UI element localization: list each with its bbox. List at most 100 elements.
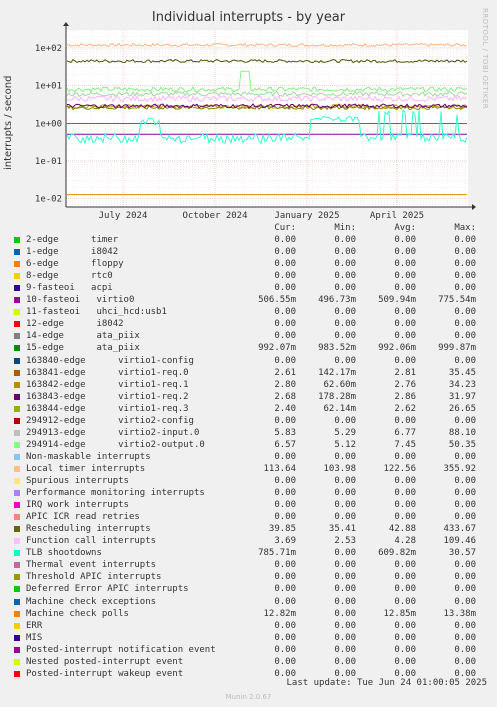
- legend-avg-value: 42.88: [388, 524, 416, 535]
- legend-swatch: [14, 646, 20, 653]
- legend-min-value: 103.98: [323, 463, 356, 474]
- legend-avg-value: 0.00: [394, 512, 416, 523]
- legend-swatch: [14, 429, 20, 436]
- legend-swatch: [14, 550, 20, 557]
- legend-avg-value: 7.45: [394, 439, 416, 450]
- legend-min-value: 62.60m: [323, 379, 356, 390]
- legend-avg-value: 0.00: [394, 572, 416, 583]
- series-line: [66, 109, 468, 145]
- legend-max-value: 0.00: [454, 355, 476, 366]
- legend-avg-value: 4.28: [394, 536, 416, 547]
- legend-series-label: Non-maskable interrupts: [26, 451, 151, 462]
- series-line: [66, 42, 468, 48]
- legend-swatch: [14, 610, 20, 617]
- legend-avg-value: 0.00: [394, 355, 416, 366]
- legend-min-value: 0.00: [334, 512, 356, 523]
- legend-max-value: 355.92: [443, 463, 476, 474]
- legend-avg-value: 0.00: [394, 476, 416, 486]
- legend-swatch: [14, 381, 20, 388]
- legend-swatch: [14, 658, 20, 665]
- legend-min-value: 0.00: [334, 668, 356, 679]
- legend-max-value: 26.65: [448, 403, 476, 414]
- legend-cur-value: 0.00: [274, 283, 296, 294]
- legend-series-label: Local timer interrupts: [26, 463, 146, 474]
- legend-series-label: 15-edge ata_piix: [26, 343, 140, 354]
- legend-series-label: 163843-edge virtio1-req.2: [26, 391, 189, 402]
- legend-avg-value: 0.00: [394, 668, 416, 679]
- legend-avg-value: 2.86: [394, 391, 416, 402]
- legend-series-label: MIS: [26, 632, 43, 643]
- rrdtool-credit: RRDTOOL / TOBI OETIKER: [481, 8, 489, 110]
- legend-avg-value: 0.00: [394, 319, 416, 330]
- legend-avg-value: 0.00: [394, 259, 416, 270]
- legend-min-value: 0.00: [334, 488, 356, 499]
- legend-min-value: 2.53: [334, 536, 356, 547]
- legend-min-value: 0.00: [334, 319, 356, 330]
- legend-swatch: [14, 586, 20, 593]
- legend-avg-value: 2.76: [394, 379, 416, 390]
- legend-min-value: 0.00: [334, 632, 356, 643]
- legend-max-value: 0.00: [454, 500, 476, 511]
- legend-cur-value: 0.00: [274, 235, 296, 245]
- legend-series-label: 163844-edge virtio1-req.3: [26, 403, 189, 414]
- last-update: Last update: Tue Jun 24 01:00:05 2025: [286, 678, 487, 688]
- legend-min-value: 0.00: [334, 500, 356, 511]
- legend-cur-value: 6.57: [274, 439, 296, 450]
- legend-cur-value: 2.68: [274, 391, 296, 402]
- legend-cur-value: 0.00: [274, 512, 296, 523]
- legend-swatch: [14, 405, 20, 412]
- legend-min-value: 0.00: [334, 247, 356, 258]
- y-tick-label: 1e-02: [35, 195, 62, 205]
- legend-series-label: ERR: [26, 620, 43, 631]
- legend-min-value: 0.00: [334, 235, 356, 245]
- legend-max-value: 775.54m: [438, 295, 476, 306]
- y-tick-label: 1e+02: [35, 44, 62, 54]
- legend-max-value: 0.00: [454, 668, 476, 679]
- legend-min-value: 0.00: [334, 560, 356, 571]
- legend-swatch: [14, 670, 20, 677]
- legend-max-value: 0.00: [454, 319, 476, 330]
- y-tick-label: 1e-01: [35, 157, 62, 167]
- legend-cur-value: 0.00: [274, 319, 296, 330]
- legend-cur-value: 0.00: [274, 488, 296, 499]
- legend-avg-value: 0.00: [394, 584, 416, 595]
- chart-plot: 1e-02 1e-01 1e+00 1e+01 1e+02 July 2024 Octobe…: [35, 22, 476, 221]
- legend-min-value: 0.00: [334, 584, 356, 595]
- legend-cur-value: 0.00: [274, 560, 296, 571]
- legend-avg-value: 992.06m: [378, 343, 416, 354]
- legend-cur-value: 0.00: [274, 307, 296, 318]
- legend-cur-value: 113.64: [263, 463, 296, 474]
- legend-cur-value: 3.69: [274, 536, 296, 547]
- legend-min-value: 983.52m: [318, 343, 356, 354]
- y-tick-label: 1e+01: [35, 82, 62, 92]
- legend-swatch: [14, 393, 20, 400]
- legend-avg-value: 0.00: [394, 283, 416, 294]
- legend-swatch: [14, 237, 20, 243]
- legend-series-label: Posted-interrupt notification event: [26, 644, 216, 655]
- legend-cur-value: 785.71m: [258, 548, 296, 559]
- legend-swatch: [14, 285, 20, 292]
- legend-series-label: 163841-edge virtio1-req.0: [26, 367, 189, 378]
- legend-max-value: 0.00: [454, 247, 476, 258]
- legend-min-value: 0.00: [334, 283, 356, 294]
- legend-cur-value: 0.00: [274, 596, 296, 607]
- legend-column-header: Cur:: [274, 223, 296, 233]
- legend-series-label: 14-edge ata_piix: [26, 331, 140, 342]
- legend-max-value: 0.00: [454, 656, 476, 667]
- legend-max-value: 0.00: [454, 235, 476, 245]
- legend-min-value: 0.00: [334, 415, 356, 426]
- series-line: [66, 70, 468, 93]
- legend-cur-value: 0.00: [274, 656, 296, 667]
- legend-swatch: [14, 345, 20, 352]
- legend-series-label: Machine check exceptions: [26, 596, 157, 607]
- y-tick-label: 1e+00: [35, 119, 62, 129]
- legend-max-value: 0.00: [454, 596, 476, 607]
- legend-min-value: 0.00: [334, 476, 356, 486]
- legend-swatch: [14, 249, 20, 256]
- legend-max-value: 0.00: [454, 488, 476, 499]
- legend-series-label: Performance monitoring interrupts: [26, 488, 205, 499]
- legend-cur-value: 0.00: [274, 572, 296, 583]
- legend-swatch: [14, 297, 20, 304]
- legend-max-value: 0.00: [454, 331, 476, 342]
- legend-max-value: 0.00: [454, 632, 476, 643]
